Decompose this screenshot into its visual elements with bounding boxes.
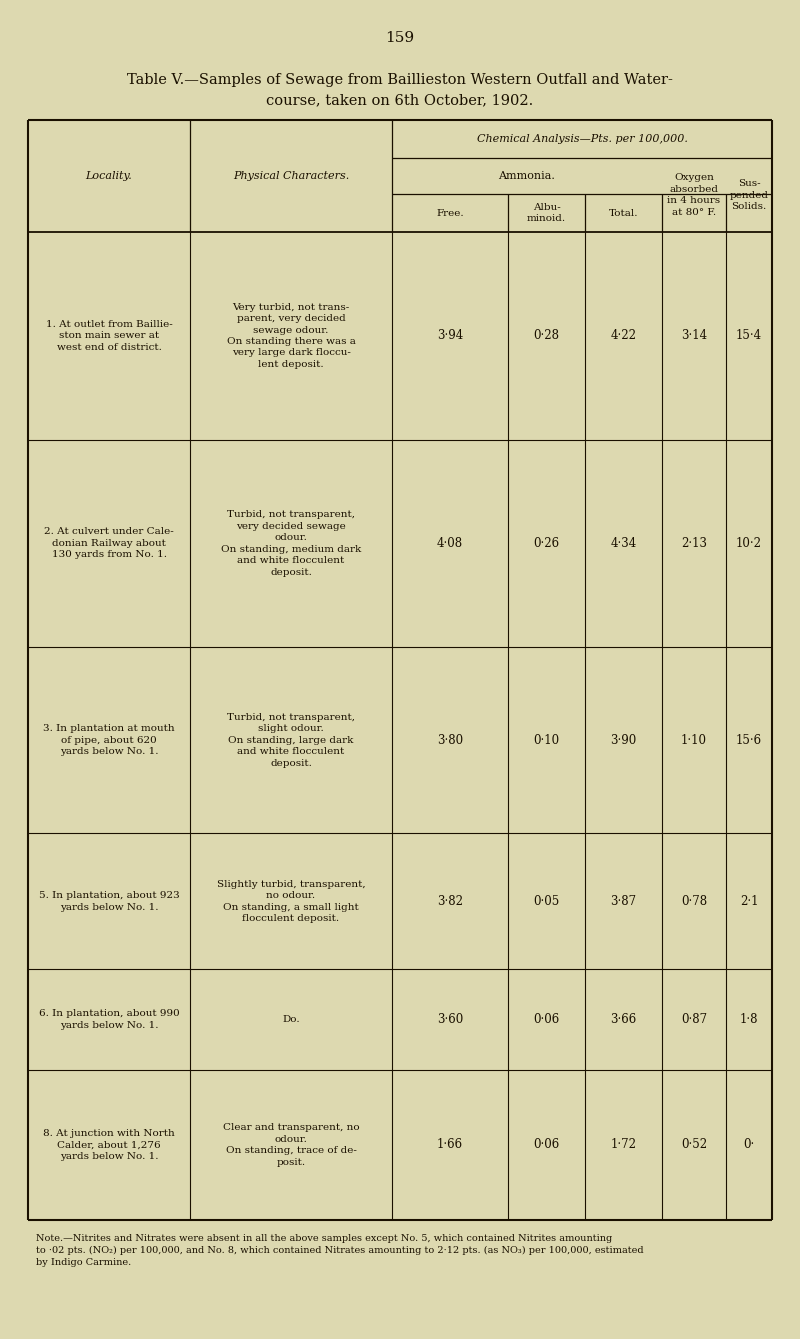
Text: 0·: 0· bbox=[743, 1138, 754, 1152]
Text: 1·10: 1·10 bbox=[681, 734, 707, 747]
Text: 0·87: 0·87 bbox=[681, 1014, 707, 1026]
Text: 0·05: 0·05 bbox=[534, 894, 560, 908]
Text: 0·28: 0·28 bbox=[534, 329, 559, 343]
Text: Oxygen
absorbed
in 4 hours
at 80° F.: Oxygen absorbed in 4 hours at 80° F. bbox=[667, 173, 721, 217]
Text: 0·10: 0·10 bbox=[534, 734, 559, 747]
Text: 0·26: 0·26 bbox=[534, 537, 559, 550]
Text: 3·60: 3·60 bbox=[437, 1014, 463, 1026]
Text: 1·66: 1·66 bbox=[437, 1138, 463, 1152]
Text: 4·34: 4·34 bbox=[610, 537, 637, 550]
Text: Free.: Free. bbox=[436, 209, 464, 217]
Text: 0·52: 0·52 bbox=[681, 1138, 707, 1152]
Text: 3·82: 3·82 bbox=[437, 894, 463, 908]
Text: 3·87: 3·87 bbox=[610, 894, 637, 908]
Text: 0·06: 0·06 bbox=[534, 1014, 560, 1026]
Text: Turbid, not transparent,
very decided sewage
odour.
On standing, medium dark
and: Turbid, not transparent, very decided se… bbox=[221, 510, 361, 577]
Text: course, taken on 6th October, 1902.: course, taken on 6th October, 1902. bbox=[266, 92, 534, 107]
Text: Table V.—Samples of Sewage from Baillieston Western Outfall and Water-: Table V.—Samples of Sewage from Baillies… bbox=[127, 74, 673, 87]
Text: 1. At outlet from Baillie-
ston main sewer at
west end of district.: 1. At outlet from Baillie- ston main sew… bbox=[46, 320, 172, 352]
Text: Do.: Do. bbox=[282, 1015, 300, 1024]
Text: 4·22: 4·22 bbox=[610, 329, 637, 343]
Text: Note.—Nitrites and Nitrates were absent in all the above samples except No. 5, w: Note.—Nitrites and Nitrates were absent … bbox=[36, 1235, 644, 1267]
Text: 4·08: 4·08 bbox=[437, 537, 463, 550]
Text: 1·72: 1·72 bbox=[610, 1138, 637, 1152]
Text: 5. In plantation, about 923
yards below No. 1.: 5. In plantation, about 923 yards below … bbox=[38, 892, 179, 912]
Text: 3·90: 3·90 bbox=[610, 734, 637, 747]
Text: 0·78: 0·78 bbox=[681, 894, 707, 908]
Text: 1·8: 1·8 bbox=[740, 1014, 758, 1026]
Text: 2. At culvert under Cale-
donian Railway about
130 yards from No. 1.: 2. At culvert under Cale- donian Railway… bbox=[44, 528, 174, 560]
Text: 3. In plantation at mouth
of pipe, about 620
yards below No. 1.: 3. In plantation at mouth of pipe, about… bbox=[43, 724, 175, 757]
Text: 3·80: 3·80 bbox=[437, 734, 463, 747]
Text: Clear and transparent, no
odour.
On standing, trace of de-
posit.: Clear and transparent, no odour. On stan… bbox=[222, 1123, 359, 1166]
Text: 2·13: 2·13 bbox=[681, 537, 707, 550]
Text: 10·2: 10·2 bbox=[736, 537, 762, 550]
Text: 2·1: 2·1 bbox=[740, 894, 758, 908]
Text: 15·4: 15·4 bbox=[736, 329, 762, 343]
Text: Chemical Analysis—Pts. per 100,000.: Chemical Analysis—Pts. per 100,000. bbox=[477, 134, 687, 145]
Text: Albu-
minoid.: Albu- minoid. bbox=[527, 202, 566, 224]
Text: 159: 159 bbox=[386, 31, 414, 46]
Text: Very turbid, not trans-
parent, very decided
sewage odour.
On standing there was: Very turbid, not trans- parent, very dec… bbox=[226, 303, 355, 370]
Text: 3·14: 3·14 bbox=[681, 329, 707, 343]
Text: 0·06: 0·06 bbox=[534, 1138, 560, 1152]
Text: Slightly turbid, transparent,
no odour.
On standing, a small light
flocculent de: Slightly turbid, transparent, no odour. … bbox=[217, 880, 366, 923]
Text: 3·66: 3·66 bbox=[610, 1014, 637, 1026]
Text: Physical Characters.: Physical Characters. bbox=[233, 171, 349, 181]
Text: 3·94: 3·94 bbox=[437, 329, 463, 343]
Text: 15·6: 15·6 bbox=[736, 734, 762, 747]
Text: Locality.: Locality. bbox=[86, 171, 132, 181]
Text: Turbid, not transparent,
slight odour.
On standing, large dark
and white floccul: Turbid, not transparent, slight odour. O… bbox=[227, 712, 355, 767]
Text: 8. At junction with North
Calder, about 1,276
yards below No. 1.: 8. At junction with North Calder, about … bbox=[43, 1129, 175, 1161]
Text: Ammonia.: Ammonia. bbox=[498, 171, 555, 181]
Text: Total.: Total. bbox=[609, 209, 638, 217]
Text: 6. In plantation, about 990
yards below No. 1.: 6. In plantation, about 990 yards below … bbox=[38, 1010, 179, 1030]
Text: Sus-
pended
Solids.: Sus- pended Solids. bbox=[730, 179, 769, 212]
